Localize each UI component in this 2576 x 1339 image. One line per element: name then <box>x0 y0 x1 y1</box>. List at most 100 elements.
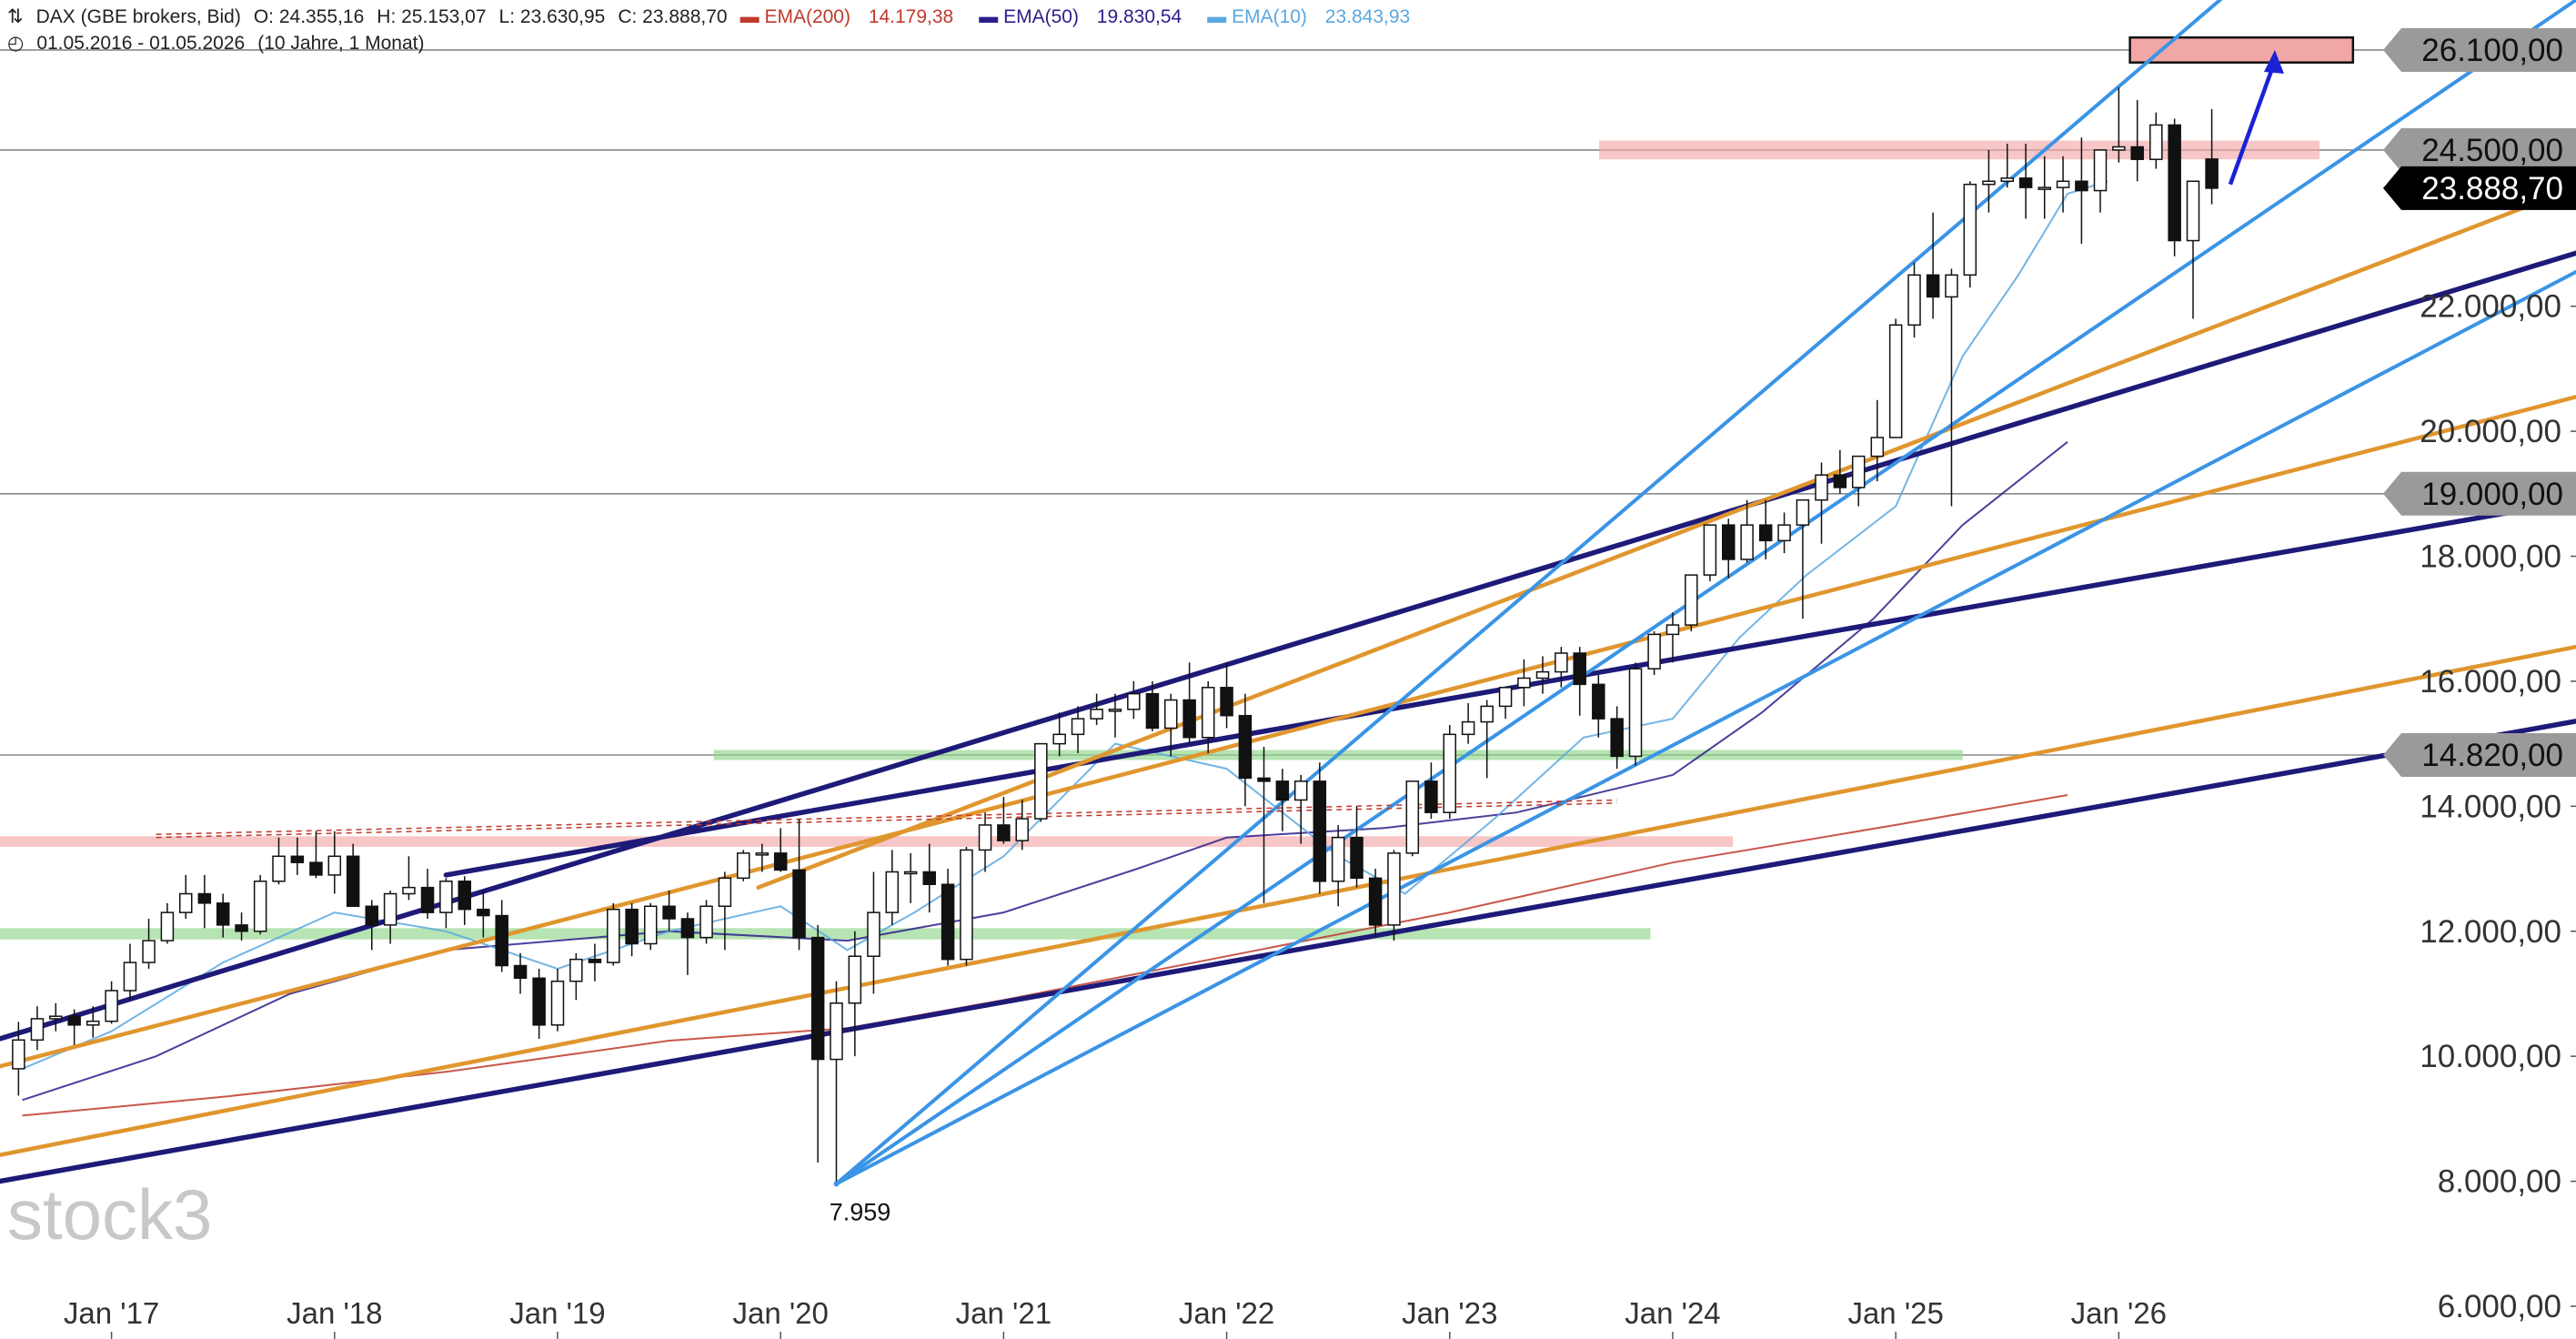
candle-body <box>1888 324 1903 438</box>
chart-range: ◴ 01.05.2016 - 01.05.2026 (10 Jahre, 1 Mon… <box>7 32 437 55</box>
candle <box>178 874 193 920</box>
candle-body <box>997 824 1011 841</box>
candle <box>1108 693 1122 738</box>
candle <box>903 852 918 903</box>
candle-body <box>2075 180 2088 192</box>
candle-body <box>1350 836 1363 880</box>
candle-body <box>1090 709 1103 720</box>
candle <box>922 843 936 913</box>
candle-body <box>550 980 565 1026</box>
candle-body <box>2093 149 2108 192</box>
candle <box>383 891 397 944</box>
y-tick-label: 14.000,00 <box>2420 789 2561 824</box>
candle-body <box>86 1020 100 1026</box>
candle-body <box>513 964 528 980</box>
candle-body <box>736 852 750 880</box>
candle <box>1610 706 1624 770</box>
low-value: L: 23.630,95 <box>498 6 606 27</box>
candle <box>1201 680 1215 753</box>
candle <box>2018 144 2033 219</box>
candle <box>1907 262 1921 338</box>
candle-body <box>1220 687 1233 717</box>
candle-body <box>569 958 583 982</box>
candle <box>1685 574 1698 631</box>
candle <box>1888 318 1903 438</box>
candle <box>1722 518 1736 579</box>
x-tick-label: Jan '24 <box>1625 1296 1720 1330</box>
candle-body <box>253 881 267 932</box>
candle <box>643 902 658 951</box>
x-tick-label: Jan '17 <box>64 1296 159 1330</box>
candle <box>1238 693 1253 807</box>
candle-body <box>773 852 788 871</box>
candle-body <box>160 911 175 941</box>
candle <box>513 952 528 994</box>
low-value-label: 7.959 <box>830 1198 891 1225</box>
candle-body <box>903 871 918 875</box>
candle <box>792 819 806 951</box>
legend-ema50[interactable]: ▬ EMA(50) 19.830,54 <box>979 6 1182 27</box>
annotations <box>833 49 2284 1187</box>
x-tick-label: Jan '22 <box>1179 1296 1274 1330</box>
candle <box>1220 662 1233 729</box>
candle-body <box>309 861 323 876</box>
candle-body <box>327 855 342 876</box>
candle <box>2205 109 2219 205</box>
candle-body <box>830 1002 843 1061</box>
candle <box>978 812 992 872</box>
candle <box>2056 156 2070 213</box>
blue-trendline <box>834 269 2576 1186</box>
candle-body <box>1685 574 1698 626</box>
candle <box>662 891 676 931</box>
open-value: O: 24.355,16 <box>253 6 365 27</box>
candle <box>1851 455 1866 507</box>
candle <box>1424 762 1438 820</box>
candle <box>12 1022 25 1096</box>
legend-ema10[interactable]: ▬ EMA(10) 23.843,93 <box>1207 6 1411 27</box>
price-marker-box <box>2383 27 2576 72</box>
blue-trendline <box>834 0 2576 1186</box>
candle-body <box>235 924 248 932</box>
candle <box>235 912 248 941</box>
candle <box>1833 449 1847 494</box>
candle <box>309 831 323 879</box>
candle <box>1796 498 1810 619</box>
candle <box>253 874 267 935</box>
price-marker-box <box>2383 127 2576 172</box>
candle-body <box>699 905 713 939</box>
candle-body <box>1034 742 1048 820</box>
candle <box>365 900 378 951</box>
candle <box>1071 706 1085 753</box>
candle-body <box>1275 780 1290 801</box>
price-marker: 14.820,00 <box>2383 732 2576 777</box>
candle-body <box>1405 780 1420 854</box>
candle <box>532 968 546 1039</box>
candle-body <box>680 918 695 939</box>
candle <box>1740 499 1754 563</box>
candle <box>755 843 770 872</box>
candle-body <box>1498 687 1513 708</box>
candle <box>830 981 843 1184</box>
candle <box>588 943 602 982</box>
period-label: (10 Jahre, 1 Monat) <box>257 33 425 54</box>
candle <box>1555 647 1568 688</box>
orange-trendline <box>0 395 2576 1069</box>
candle <box>1443 725 1457 820</box>
candle <box>2168 118 2181 257</box>
candle-body <box>1257 777 1271 782</box>
candle <box>569 952 583 1001</box>
candle <box>607 902 620 966</box>
legend-ema200[interactable]: ▬ EMA(200) 14.179,38 <box>740 6 954 27</box>
candle <box>197 874 212 929</box>
candle <box>1963 181 1977 288</box>
candle-body <box>2149 124 2163 160</box>
ema200-label: EMA(200) <box>764 6 850 27</box>
candle <box>86 1006 100 1038</box>
candle-body <box>1945 274 1958 298</box>
candle <box>736 850 750 881</box>
candle-body <box>792 869 806 939</box>
candle <box>1052 712 1066 757</box>
candle-body <box>1982 180 1996 186</box>
candle-body <box>105 990 118 1022</box>
candle <box>1127 680 1141 720</box>
